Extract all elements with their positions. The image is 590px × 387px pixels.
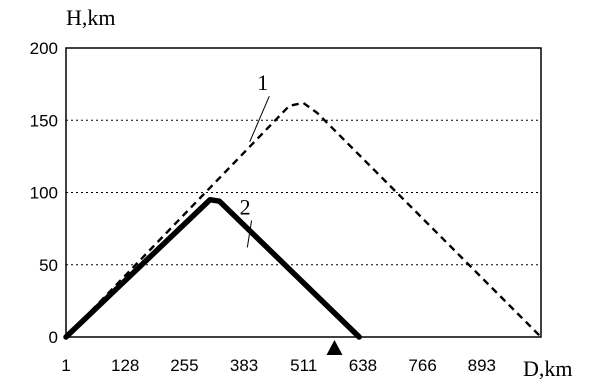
- curve-leader-2: [246, 220, 253, 248]
- x-tick-label: 638: [349, 356, 377, 375]
- series-layer: [63, 101, 542, 340]
- y-tick-label: 100: [30, 184, 58, 203]
- x-tick-label: 128: [111, 356, 139, 375]
- series-1-line: [65, 101, 542, 338]
- y-tick-labels: 0 50 100 150 200: [30, 39, 58, 347]
- series-2-line: [63, 196, 362, 340]
- x-tick-label: 1: [61, 356, 70, 375]
- x-tick-label: 511: [290, 356, 317, 375]
- position-marker-icon: [326, 340, 343, 355]
- x-tick-label: 383: [230, 356, 258, 375]
- y-axis-label: H,km: [66, 5, 116, 30]
- x-tick-label: 766: [408, 356, 436, 375]
- y-tick-label: 50: [39, 256, 58, 275]
- plot-frame: [65, 47, 542, 338]
- x-axis-label: D,km: [523, 356, 573, 381]
- curve-label-1: 1: [257, 70, 268, 95]
- y-tick-label: 0: [49, 328, 58, 347]
- x-tick-labels: 1 128 255 383 511 638 766 893: [61, 356, 496, 375]
- grid-lines: [66, 119, 541, 266]
- annotations-layer: 12: [240, 70, 270, 248]
- y-tick-label: 150: [30, 111, 58, 130]
- x-tick-label: 893: [468, 356, 496, 375]
- curve-label-2: 2: [240, 195, 251, 220]
- y-tick-label: 200: [30, 39, 58, 58]
- x-tick-label: 255: [170, 356, 198, 375]
- curve-leader-1: [249, 96, 270, 143]
